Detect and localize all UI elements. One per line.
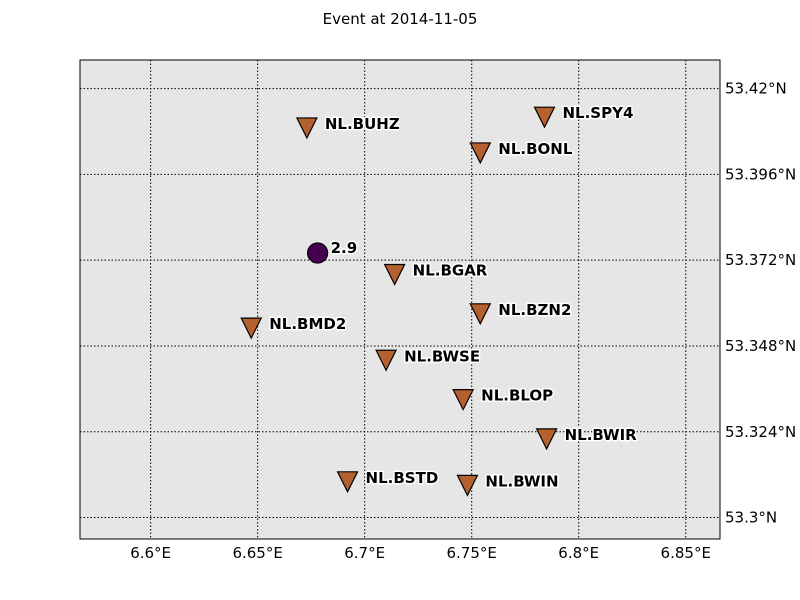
station-triangle-icon xyxy=(533,106,556,129)
latitude-tick-label: 53.324°N xyxy=(725,423,796,441)
longitude-tick-label: 6.65°E xyxy=(232,544,282,562)
event-magnitude-label: 2.9 xyxy=(331,239,358,257)
station-marker: NL.BZN2 xyxy=(469,299,573,326)
map-border xyxy=(79,59,721,540)
longitude-tick-label: 6.6°E xyxy=(130,544,171,562)
station-triangle-icon xyxy=(383,263,406,286)
stations: NL.BUHZ NL.SPY4 NL.BONL NL.BGAR NL.BZN2 NL.BM… xyxy=(240,103,639,497)
station-label: NL.SPY4 xyxy=(562,104,633,122)
longitude-tick-label: 6.7°E xyxy=(344,544,385,562)
station-triangle-icon xyxy=(336,471,359,494)
longitude-tick-label: 6.75°E xyxy=(447,544,497,562)
map-title: Event at 2014-11-05 xyxy=(323,10,478,28)
station-triangle-icon xyxy=(452,388,475,411)
latitude-tick-label: 53.348°N xyxy=(725,337,796,355)
station-marker: NL.BWIR xyxy=(535,424,639,451)
station-triangle-icon xyxy=(469,303,492,326)
gridlines xyxy=(80,60,720,539)
station-triangle-icon xyxy=(375,349,398,372)
station-triangle-icon xyxy=(240,317,263,340)
station-marker: NL.SPY4 xyxy=(533,103,635,129)
station-label: NL.BWSE xyxy=(404,347,480,365)
station-label: NL.BWIR xyxy=(565,426,638,444)
station-marker: NL.BWIN xyxy=(456,471,560,497)
longitude-tick-label: 6.8°E xyxy=(558,544,599,562)
event-epicenter-marker xyxy=(306,242,329,264)
map-frame xyxy=(80,60,720,539)
station-triangle-icon xyxy=(456,474,479,497)
station-label: NL.BZN2 xyxy=(498,301,571,319)
station-marker: NL.BSTD xyxy=(336,467,440,494)
station-marker: NL.BGAR xyxy=(383,260,489,286)
latitude-tick-label: 53.372°N xyxy=(725,251,796,269)
station-marker: NL.BONL xyxy=(469,138,574,165)
station-marker: NL.BMD2 xyxy=(240,314,348,340)
station-label: NL.BONL xyxy=(498,140,573,158)
station-triangle-icon xyxy=(469,142,492,165)
station-marker: NL.BLOP xyxy=(452,385,555,411)
station-triangle-icon xyxy=(535,428,558,451)
latitude-tick-label: 53.3°N xyxy=(725,509,777,527)
station-marker: NL.BWSE xyxy=(375,346,482,372)
longitude-tick-label: 6.85°E xyxy=(661,544,711,562)
station-label: NL.BLOP xyxy=(481,387,553,405)
event-layer: 2.9 xyxy=(306,238,359,264)
station-label: NL.BMD2 xyxy=(269,315,346,333)
station-marker: NL.BUHZ xyxy=(295,113,401,140)
longitude-tick-labels: 6.6°E 6.65°E 6.7°E 6.75°E 6.8°E 6.85°E xyxy=(130,544,711,562)
latitude-tick-labels: 53.3°N 53.324°N 53.348°N 53.372°N 53.396°N 53… xyxy=(725,80,796,527)
station-triangle-icon xyxy=(295,117,318,140)
station-label: NL.BWIN xyxy=(485,472,558,490)
station-label: NL.BSTD xyxy=(366,469,439,487)
latitude-tick-label: 53.42°N xyxy=(725,80,787,98)
station-label: NL.BGAR xyxy=(413,261,488,279)
latitude-tick-label: 53.396°N xyxy=(725,165,796,183)
station-label: NL.BUHZ xyxy=(325,115,400,133)
